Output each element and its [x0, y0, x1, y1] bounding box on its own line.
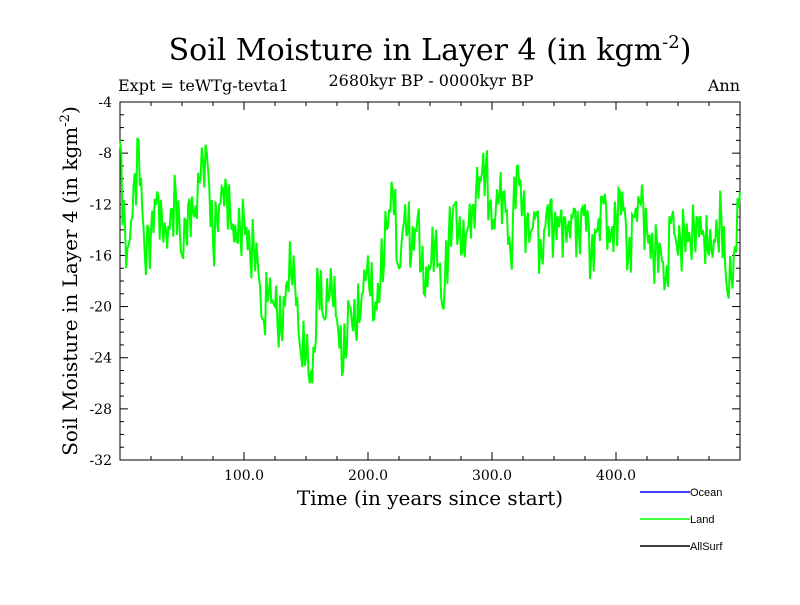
legend-label-land: Land [690, 514, 714, 526]
x-axis-label: Time (in years since start) [297, 486, 563, 510]
y-tick-label: -8 [98, 146, 112, 162]
y-tick-label: -32 [89, 453, 112, 469]
series-line-land [119, 137, 741, 384]
x-tick-label: 300.0 [472, 468, 512, 484]
y-tick-label: -4 [98, 95, 112, 111]
y-tick-label: -16 [89, 248, 112, 264]
x-tick-label: 400.0 [596, 468, 636, 484]
season-label: Ann [707, 76, 740, 95]
x-axis: 100.0 200.0 300.0 400.0 [150, 102, 710, 484]
legend-label-allsurf: AllSurf [690, 541, 723, 553]
y-tick-label: -24 [89, 351, 112, 367]
legend-label-ocean: Ocean [690, 487, 722, 499]
y-tick-label: -12 [89, 197, 112, 213]
x-tick-label: 100.0 [224, 468, 264, 484]
legend: Ocean Land AllSurf [640, 487, 723, 553]
y-axis-label: Soil Moisture in Layer 4 (in kgm-2) [58, 106, 82, 456]
y-axis: -4 -8 -12 -16 -20 -24 -28 -32 [89, 95, 740, 469]
chart-title: Soil Moisture in Layer 4 (in kgm-2) [169, 32, 692, 68]
plot-frame [119, 101, 741, 461]
chart-subtitle: 2680kyr BP - 0000kyr BP [329, 71, 534, 90]
y-tick-label: -28 [89, 402, 112, 418]
series-group [119, 137, 741, 384]
x-tick-label: 200.0 [348, 468, 388, 484]
experiment-label: Expt = teWTg-tevta1 [118, 76, 289, 95]
y-tick-label: -20 [89, 300, 112, 316]
